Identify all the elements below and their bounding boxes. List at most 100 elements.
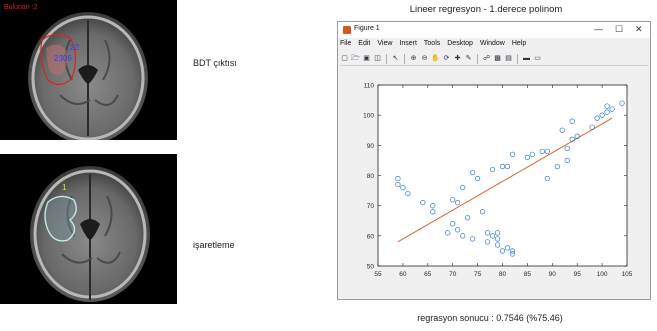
pan-icon[interactable]: ✋ <box>431 55 440 62</box>
data-point <box>494 230 501 236</box>
data-point <box>484 239 491 245</box>
window-titlebar[interactable]: Figure 1 — ☐ ✕ <box>338 22 650 38</box>
axes-box <box>377 84 628 267</box>
menu-help[interactable]: Help <box>511 40 527 47</box>
data-point <box>564 157 570 164</box>
x-tick-label: 105 <box>622 271 633 278</box>
data-point <box>504 245 511 251</box>
data-point <box>509 151 516 158</box>
x-tick-label: 95 <box>574 271 582 278</box>
data-point <box>484 230 491 236</box>
figure-app-icon <box>343 26 351 34</box>
data-point <box>609 106 615 112</box>
zoom-in-icon[interactable]: ⊕ <box>410 55 417 62</box>
menu-insert[interactable]: Insert <box>399 40 417 47</box>
toolbar: ▢ 🗁 ▣ ◫ ↖ ⊕ ⊖ ✋ ⟳ ✚ ✎ ☍ ▩ ▤ ▬ ▭ <box>340 52 648 66</box>
data-point <box>594 115 600 121</box>
data-point <box>499 248 506 254</box>
data-point <box>599 112 605 118</box>
data-point <box>544 148 550 155</box>
brush-icon[interactable]: ✎ <box>465 55 472 62</box>
data-point <box>489 166 496 173</box>
data-point <box>395 181 401 188</box>
data-point <box>469 169 476 176</box>
data-point <box>455 199 461 206</box>
data-point <box>474 175 481 182</box>
data-point <box>460 184 466 191</box>
data-point <box>509 248 516 254</box>
x-tick-label: 80 <box>499 271 507 278</box>
y-tick-label: 70 <box>367 203 375 210</box>
segmentation-overlay-red <box>40 33 77 86</box>
data-point <box>494 242 501 248</box>
plot-area[interactable]: 55 60 65 70 75 80 85 90 95 100 105 50 60 70 80 90 100 110 <box>338 68 650 299</box>
hide-tools-icon[interactable]: ▬ <box>523 55 530 62</box>
data-point <box>539 148 545 155</box>
caption-bdt-output: BDT çıktısı <box>193 58 237 68</box>
zoom-out-icon[interactable]: ⊖ <box>421 55 428 62</box>
menu-window[interactable]: Window <box>479 40 505 47</box>
menu-file[interactable]: File <box>340 40 352 47</box>
data-point <box>559 127 565 133</box>
annotation-marker: 1 <box>62 183 67 192</box>
data-point <box>400 184 406 191</box>
data-point <box>479 209 486 215</box>
show-tools-icon[interactable]: ▭ <box>534 55 541 62</box>
data-point <box>455 227 461 233</box>
y-tick-label: 80 <box>367 173 375 180</box>
x-tick-label: 70 <box>449 271 457 278</box>
data-point <box>499 163 506 170</box>
data-point <box>469 236 476 242</box>
y-tick-label: 90 <box>367 143 375 150</box>
data-point <box>450 196 456 203</box>
data-point <box>509 251 516 257</box>
data-point <box>450 221 456 227</box>
menu-view[interactable]: View <box>377 40 393 47</box>
data-point <box>504 163 511 170</box>
figure-heading: Lineer regresyon - 1.derece polinom <box>409 4 563 15</box>
edit-plot-icon[interactable]: ↖ <box>392 55 399 62</box>
print-icon[interactable]: ◫ <box>374 55 381 62</box>
x-tick-label: 60 <box>399 271 407 278</box>
data-point <box>464 215 471 221</box>
annotation-contour <box>44 195 77 242</box>
mri-image-annotation: 1 <box>0 154 177 304</box>
data-point <box>619 100 625 106</box>
colorbar-icon[interactable]: ▩ <box>494 55 501 62</box>
caption-annotation: işaretleme <box>193 240 235 250</box>
data-point <box>430 203 436 209</box>
minimize-icon[interactable]: — <box>594 24 603 34</box>
new-figure-icon[interactable]: ▢ <box>341 55 348 62</box>
data-point <box>569 136 575 142</box>
rotate-icon[interactable]: ⟳ <box>443 55 450 62</box>
maximize-icon[interactable]: ☐ <box>615 24 624 34</box>
data-point <box>489 233 496 239</box>
data-point <box>564 145 570 151</box>
data-point <box>554 163 560 170</box>
save-icon[interactable]: ▣ <box>363 55 370 62</box>
data-point <box>524 154 531 161</box>
menu-desktop[interactable]: Desktop <box>447 40 473 47</box>
data-point <box>589 124 595 130</box>
open-file-icon[interactable]: 🗁 <box>351 55 360 62</box>
data-point <box>420 199 426 206</box>
scatter-chart: 55 60 65 70 75 80 85 90 95 100 105 50 60 70 80 90 100 110 <box>363 83 633 279</box>
figure-window: Figure 1 — ☐ ✕ File Edit View Insert Tools De… <box>337 21 651 300</box>
link-plot-icon[interactable]: ☍ <box>482 55 491 62</box>
overlay-marker-a: 22 <box>70 43 79 52</box>
y-tick-label: 60 <box>367 233 375 240</box>
close-icon[interactable]: ✕ <box>635 24 643 34</box>
overlay-marker-b: 2306 <box>54 54 72 63</box>
x-tick-label: 65 <box>424 271 432 278</box>
menu-tools[interactable]: Tools <box>423 40 441 47</box>
x-tick-label: 100 <box>597 271 608 278</box>
data-point <box>460 233 466 239</box>
menu-edit[interactable]: Edit <box>358 40 371 47</box>
y-tick-label: 110 <box>364 83 375 90</box>
data-cursor-icon[interactable]: ✚ <box>454 55 461 62</box>
data-point <box>494 236 501 242</box>
legend-icon[interactable]: ▤ <box>505 55 512 62</box>
y-tick-label: 100 <box>363 113 374 120</box>
regression-result: regrasyon sonucu : 0.7546 (%75.46) <box>417 313 563 323</box>
data-point <box>604 103 610 109</box>
